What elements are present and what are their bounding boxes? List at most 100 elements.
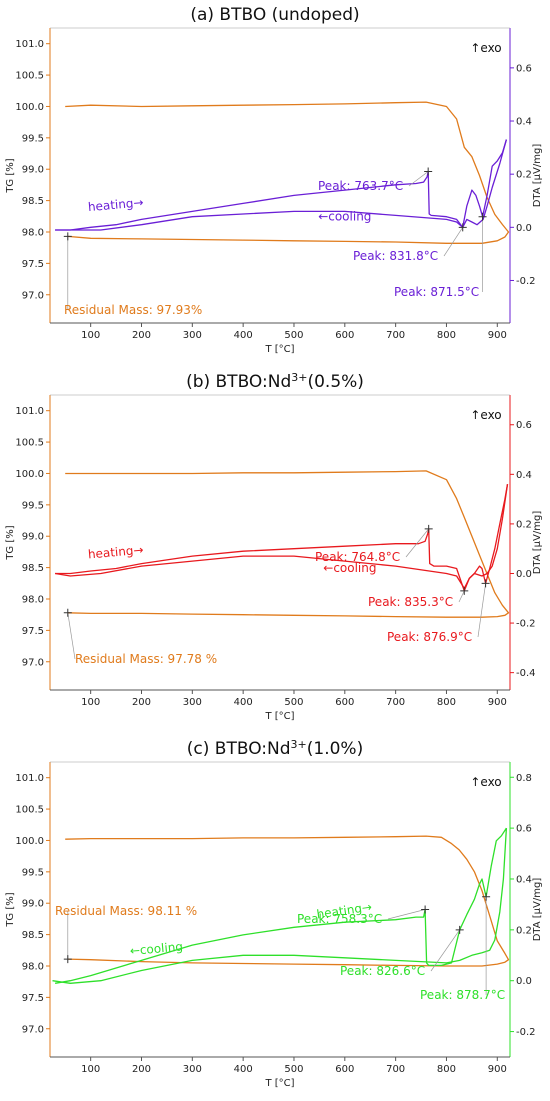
right-y-tick-label: 0.0 xyxy=(516,569,532,580)
x-axis-label: T [°C] xyxy=(264,1078,294,1089)
left-y-tick-label: 101.0 xyxy=(15,406,44,417)
panel-title-superscript: 3+ xyxy=(291,371,307,384)
left-y-tick-label: 99.5 xyxy=(22,500,44,511)
peak-marker xyxy=(460,586,469,595)
left-y-tick-label: 99.5 xyxy=(22,133,44,144)
x-tick-label: 300 xyxy=(183,330,202,341)
right-y-tick-label: 0.2 xyxy=(516,519,532,530)
x-axis-label: T [°C] xyxy=(264,711,294,722)
x-tick-label: 200 xyxy=(132,330,151,341)
x-tick-label: 800 xyxy=(437,1064,456,1075)
x-tick-label: 700 xyxy=(386,1064,405,1075)
left-y-tick-label: 98.5 xyxy=(22,196,44,207)
x-tick-label: 900 xyxy=(488,697,507,708)
dta-heating-curve xyxy=(54,827,507,984)
left-y-tick-label: 100.5 xyxy=(15,438,44,449)
right-y-tick-label: -0.2 xyxy=(516,1027,536,1038)
panel-c: (c) BTBO:Nd3+(1.0%) 100 200 300 400 500 600 700… xyxy=(5,738,543,1089)
x-tick-label: 600 xyxy=(335,330,354,341)
left-y-tick-label: 97.5 xyxy=(22,993,44,1004)
peak-marker xyxy=(455,925,464,934)
right-y-tick-label: 0.4 xyxy=(516,117,532,128)
right-y-axis-label: DTA [µV/mg] xyxy=(532,878,543,942)
left-y-tick-label: 100.5 xyxy=(15,71,44,82)
right-y-tick-label: 0.4 xyxy=(516,874,532,885)
x-tick-label: 300 xyxy=(183,697,202,708)
annotation-leader-line xyxy=(458,590,465,603)
x-tick-label: 600 xyxy=(335,1064,354,1075)
right-y-tick-label: 0.0 xyxy=(516,976,532,987)
panel-title-main: (b) BTBO:Nd xyxy=(186,372,291,392)
right-y-tick-label: 0.8 xyxy=(516,773,532,784)
peak-marker xyxy=(478,212,487,221)
right-y-tick-label: 0.6 xyxy=(516,824,532,835)
peak-marker xyxy=(421,905,430,914)
dta-cooling-curve xyxy=(55,139,508,231)
left-y-axis-label: TG [%] xyxy=(5,158,16,193)
panel-title: (a) BTBO (undoped) xyxy=(190,5,359,25)
peak-label: Peak: 871.5°C xyxy=(394,285,479,299)
x-tick-label: 500 xyxy=(284,697,303,708)
residual-mass-label: Residual Mass: 97.93% xyxy=(64,303,202,317)
peak-marker xyxy=(424,167,433,176)
left-y-tick-label: 98.0 xyxy=(22,594,44,605)
panel-a: (a) BTBO (undoped) 100 200 300 400 500 600 700 8… xyxy=(5,5,543,355)
annotation-leader-line xyxy=(477,583,486,638)
right-y-axis-label: DTA [µV/mg] xyxy=(532,511,543,575)
left-y-tick-label: 101.0 xyxy=(15,773,44,784)
left-y-tick-label: 98.5 xyxy=(22,930,44,941)
peak-marker xyxy=(481,579,490,588)
panel-b: (b) BTBO:Nd3+(0.5%) 100 200 300 400 500 600 700… xyxy=(5,371,543,722)
peak-label: Peak: 831.8°C xyxy=(353,249,438,263)
right-y-tick-label: 0.4 xyxy=(516,470,532,481)
right-y-tick-label: 0.6 xyxy=(516,63,532,74)
x-tick-label: 400 xyxy=(234,330,253,341)
x-tick-label: 800 xyxy=(437,330,456,341)
peak-marker xyxy=(63,955,72,964)
dta-heating-curve xyxy=(55,484,509,592)
annotation-leader-line xyxy=(430,929,460,972)
left-y-tick-label: 100.5 xyxy=(15,805,44,816)
left-y-tick-label: 97.5 xyxy=(22,626,44,637)
panel-title-suffix: (1.0%) xyxy=(307,739,363,759)
exo-direction-label: ↑exo xyxy=(470,775,501,789)
x-tick-label: 700 xyxy=(386,330,405,341)
left-y-tick-label: 98.5 xyxy=(22,563,44,574)
x-axis-label: T [°C] xyxy=(264,344,294,355)
panel-title: (b) BTBO:Nd3+(0.5%) xyxy=(186,371,364,392)
curve-direction-label: ←cooling xyxy=(129,939,183,958)
x-tick-label: 800 xyxy=(437,697,456,708)
tg-curve xyxy=(65,835,510,967)
x-tick-label: 500 xyxy=(284,330,303,341)
peak-label: Peak: 826.6°C xyxy=(340,964,425,978)
left-y-tick-label: 98.0 xyxy=(22,227,44,238)
left-y-tick-label: 97.0 xyxy=(22,657,44,668)
x-tick-label: 900 xyxy=(488,1064,507,1075)
peak-marker xyxy=(424,524,433,533)
x-tick-label: 300 xyxy=(183,1064,202,1075)
right-y-tick-label: 0.6 xyxy=(516,420,532,431)
right-y-tick-label: -0.2 xyxy=(516,276,536,287)
curve-direction-label: heating→ xyxy=(87,195,144,214)
peak-marker xyxy=(482,892,491,901)
panel-title-main: (c) BTBO:Nd xyxy=(187,739,291,759)
right-y-tick-label: 0.2 xyxy=(516,925,532,936)
peak-marker xyxy=(63,608,72,617)
curve-direction-label: ←cooling xyxy=(318,210,371,224)
left-y-tick-label: 101.0 xyxy=(15,39,44,50)
peak-label: Peak: 764.8°C xyxy=(315,550,400,564)
panel-title-main: (a) BTBO (undoped) xyxy=(190,5,359,25)
x-tick-label: 100 xyxy=(81,697,100,708)
curve-direction-label: ←cooling xyxy=(323,561,376,575)
left-y-tick-label: 99.0 xyxy=(22,899,44,910)
left-y-tick-label: 99.0 xyxy=(22,165,44,176)
right-y-tick-label: -0.2 xyxy=(516,619,536,630)
left-y-tick-label: 100.0 xyxy=(15,102,44,113)
x-tick-label: 200 xyxy=(132,1064,151,1075)
left-y-tick-label: 100.0 xyxy=(15,469,44,480)
left-y-tick-label: 97.0 xyxy=(22,1024,44,1035)
peak-label: Peak: 876.9°C xyxy=(387,630,472,644)
right-y-tick-label: 0.0 xyxy=(516,223,532,234)
exo-direction-label: ↑exo xyxy=(470,408,501,422)
left-y-axis-label: TG [%] xyxy=(5,892,16,927)
